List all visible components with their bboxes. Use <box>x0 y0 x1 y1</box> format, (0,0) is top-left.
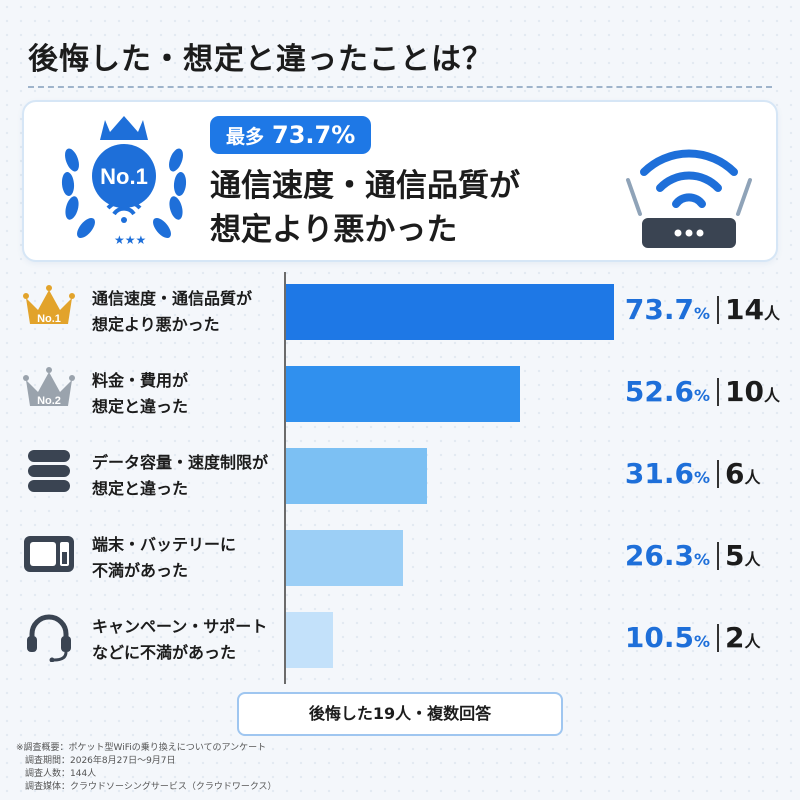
bar-row-3: データ容量・速度制限が 想定と違った 31.6% 6人 <box>0 436 800 518</box>
device-battery-icon <box>24 536 74 572</box>
value-separator-3 <box>717 460 719 488</box>
pill-value: 73.7% <box>272 121 356 149</box>
headset-icon <box>27 614 71 662</box>
bar-4 <box>286 530 403 586</box>
bar-chart: No.1 通信速度・通信品質が 想定より悪かった 73.7% 14人 No.2 料… <box>0 272 800 684</box>
bar-count-5: 2人 <box>725 621 761 654</box>
note-line-2: 調査期間：2026年8月27日〜9月7日 <box>16 756 176 766</box>
survey-notes: ※調査概要：ポケット型WiFiの乗り換えについてのアンケート 調査期間：2026… <box>16 742 277 794</box>
bar-value-1: 73.7% <box>624 293 710 326</box>
bar-label-3: データ容量・速度制限が 想定と違った <box>92 453 269 498</box>
bar-row-1: No.1 通信速度・通信品質が 想定より悪かった 73.7% 14人 <box>0 272 800 354</box>
rank-1-text: No.1 <box>37 313 61 325</box>
hero-headline-line2: 想定より悪かった <box>210 212 458 248</box>
bar-label-2: 料金・費用が 想定と違った <box>92 371 189 416</box>
respondents-note: 後悔した19人・複数回答 <box>237 692 563 736</box>
wifi-router-icon <box>626 149 752 248</box>
title-divider <box>28 86 772 88</box>
rank-2-text: No.2 <box>37 395 61 407</box>
bar-value-4: 26.3% <box>624 539 710 572</box>
page-title: 後悔した・想定と違ったことは？ <box>28 42 493 77</box>
hero-card: ★★★ No.1 最多 73.7% 通信速度・通信品質が 想定より悪かった <box>22 100 778 262</box>
pill-label: 最多 <box>226 126 265 148</box>
bar-count-1: 14人 <box>725 293 780 326</box>
bar-count-3: 6人 <box>725 457 761 490</box>
note-line-3: 調査人数：144人 <box>16 769 97 779</box>
database-icon <box>28 450 70 492</box>
bar-value-3: 31.6% <box>624 457 710 490</box>
bar-2 <box>286 366 520 422</box>
bar-1 <box>286 284 614 340</box>
bar-row-5: キャンペーン・サポート などに不満があった 10.5% 2人 <box>0 600 800 682</box>
bar-count-2: 10人 <box>725 375 780 408</box>
note-line-4: 調査媒体：クラウドソーシングサービス（クラウドワークス） <box>16 782 277 792</box>
bar-label-4: 端末・バッテリーに 不満があった <box>92 535 237 580</box>
bar-row-4: 端末・バッテリーに 不満があった 26.3% 5人 <box>0 518 800 600</box>
value-separator-2 <box>717 378 719 406</box>
badge-rank-text: No.1 <box>100 164 148 189</box>
top-percent-pill: 最多 73.7% <box>210 116 372 154</box>
svg-text:★★★: ★★★ <box>114 233 146 247</box>
chart-axis-line <box>284 272 286 684</box>
bar-value-2: 52.6% <box>624 375 710 408</box>
bar-row-2: No.2 料金・費用が 想定と違った 52.6% 10人 <box>0 354 800 436</box>
no1-laurel-badge-icon: ★★★ No.1 <box>61 116 187 247</box>
bar-label-5: キャンペーン・サポート などに不満があった <box>92 617 268 662</box>
silver-crown-icon: No.2 <box>23 367 75 407</box>
bar-5 <box>286 612 333 668</box>
bar-3 <box>286 448 427 504</box>
gold-crown-icon: No.1 <box>23 285 75 325</box>
hero-headline: 通信速度・通信品質が 想定より悪かった <box>210 164 520 252</box>
note-line-1: ※調査概要：ポケット型WiFiの乗り換えについてのアンケート <box>16 743 267 753</box>
hero-headline-line1: 通信速度・通信品質が <box>210 168 520 204</box>
bar-label-1: 通信速度・通信品質が 想定より悪かった <box>92 289 253 334</box>
bar-count-4: 5人 <box>725 539 761 572</box>
value-separator-1 <box>717 296 719 324</box>
bar-value-5: 10.5% <box>624 621 710 654</box>
value-separator-5 <box>717 624 719 652</box>
value-separator-4 <box>717 542 719 570</box>
